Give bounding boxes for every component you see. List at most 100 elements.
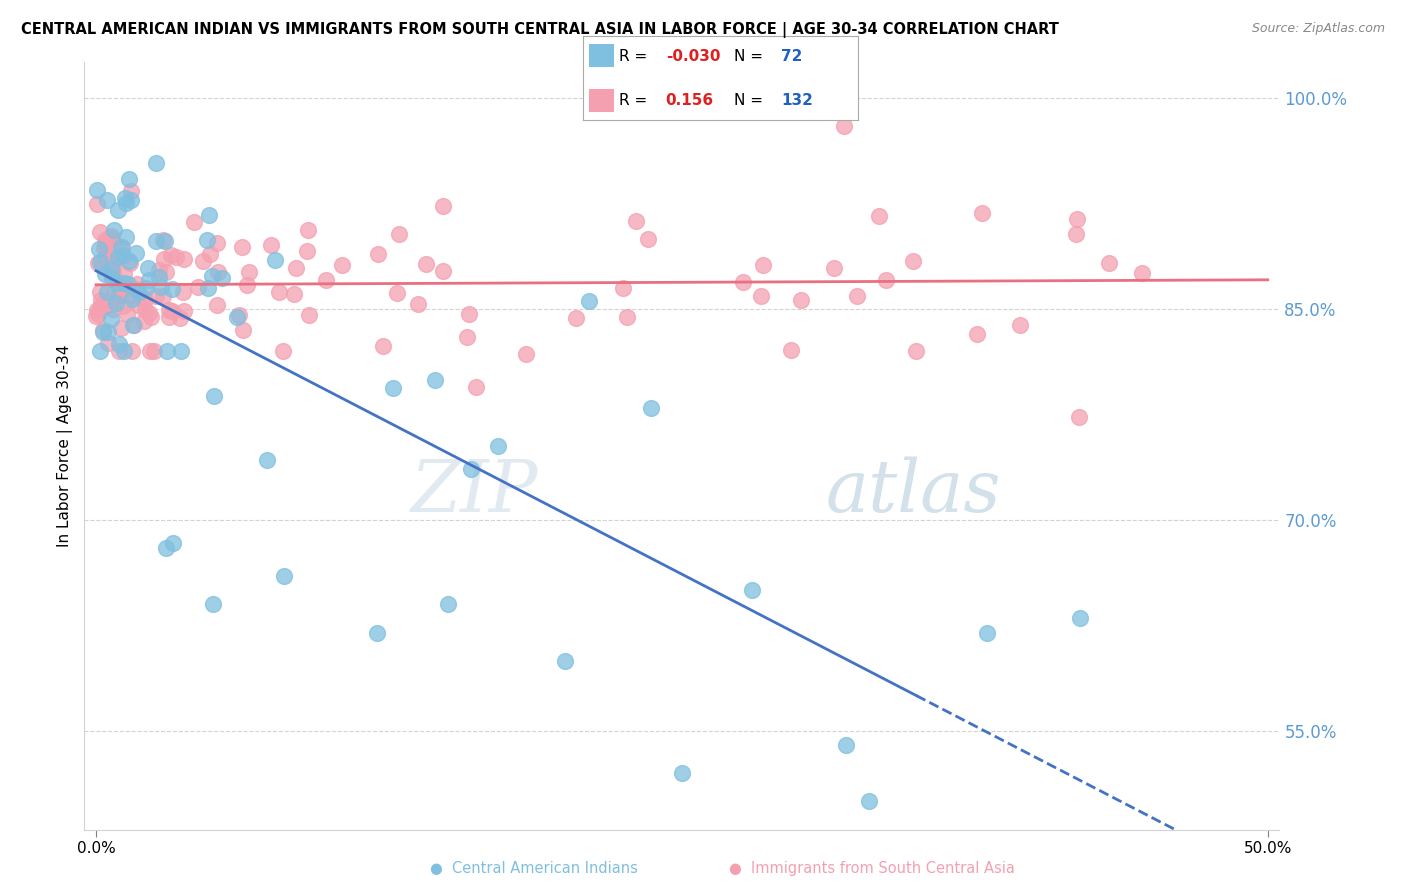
Point <box>91 325 114 339</box>
Point <box>515 347 537 361</box>
Point <box>107 250 129 264</box>
Point <box>297 223 319 237</box>
Point <box>875 273 897 287</box>
Point <box>131 292 153 306</box>
Point <box>232 323 254 337</box>
Point <box>94 299 117 313</box>
Point <box>406 296 429 310</box>
Text: 0.156: 0.156 <box>666 93 714 108</box>
Text: N =: N = <box>734 93 768 108</box>
Point <box>118 255 141 269</box>
Point <box>624 214 647 228</box>
Point <box>117 277 139 291</box>
Point <box>202 598 225 612</box>
Point <box>749 289 772 303</box>
Point <box>96 285 118 299</box>
Point <box>152 233 174 247</box>
Point <box>554 654 576 668</box>
Point <box>367 246 389 260</box>
Point <box>134 293 156 307</box>
Point <box>94 236 117 251</box>
Text: atlas: atlas <box>825 457 1001 527</box>
Point <box>124 282 146 296</box>
Text: -0.030: -0.030 <box>666 48 720 63</box>
Point <box>381 381 404 395</box>
Point <box>315 273 337 287</box>
Point <box>457 307 479 321</box>
Point <box>98 256 121 270</box>
Point <box>114 195 136 210</box>
Point <box>267 285 290 300</box>
Point <box>87 256 110 270</box>
Point <box>456 330 478 344</box>
Point <box>173 252 195 266</box>
Point <box>671 766 693 780</box>
Point <box>112 343 135 358</box>
Point <box>1064 227 1087 241</box>
Point <box>385 286 408 301</box>
Point <box>138 273 160 287</box>
Text: ZIP: ZIP <box>411 457 538 527</box>
Point <box>741 583 763 598</box>
Point <box>94 233 117 247</box>
Point <box>136 261 159 276</box>
Text: N =: N = <box>734 48 768 63</box>
Point <box>100 228 122 243</box>
Point <box>271 343 294 358</box>
Point <box>211 271 233 285</box>
Point <box>115 308 138 322</box>
Point <box>111 299 134 313</box>
Point <box>148 270 170 285</box>
Text: ●  Immigrants from South Central Asia: ● Immigrants from South Central Asia <box>728 861 1015 876</box>
Point <box>89 343 111 358</box>
Point <box>423 373 446 387</box>
Point <box>120 193 142 207</box>
Point <box>91 259 114 273</box>
Bar <box>589 44 613 68</box>
Point <box>89 293 111 307</box>
Point <box>101 232 124 246</box>
Point <box>115 230 138 244</box>
Point <box>432 263 454 277</box>
Text: CENTRAL AMERICAN INDIAN VS IMMIGRANTS FROM SOUTH CENTRAL ASIA IN LABOR FORCE | A: CENTRAL AMERICAN INDIAN VS IMMIGRANTS FR… <box>21 22 1059 38</box>
Point <box>110 289 132 303</box>
Point <box>139 343 162 358</box>
Point <box>1010 318 1032 332</box>
Point <box>103 236 125 251</box>
Point <box>132 314 155 328</box>
Point <box>104 283 127 297</box>
Point <box>111 240 134 254</box>
Point <box>97 326 120 340</box>
Point <box>105 251 128 265</box>
Point <box>145 156 167 170</box>
Point <box>415 257 437 271</box>
Point <box>117 254 139 268</box>
Point <box>868 209 890 223</box>
Point <box>903 254 925 268</box>
Point <box>112 277 135 291</box>
Point <box>121 293 143 307</box>
Point <box>94 267 117 281</box>
Point <box>172 285 194 300</box>
Text: Source: ZipAtlas.com: Source: ZipAtlas.com <box>1251 22 1385 36</box>
Point <box>138 306 160 320</box>
Point <box>153 235 176 249</box>
Point <box>143 343 166 358</box>
Text: 132: 132 <box>780 93 813 108</box>
Text: R =: R = <box>619 48 652 63</box>
Point <box>388 227 411 241</box>
Point <box>612 281 634 295</box>
Point <box>107 202 129 217</box>
Point <box>905 343 928 358</box>
Point <box>112 248 135 262</box>
Point <box>170 343 193 358</box>
Point <box>228 308 250 322</box>
Point <box>120 288 142 302</box>
Text: 72: 72 <box>780 48 803 63</box>
Point <box>780 343 803 357</box>
Point <box>112 284 135 298</box>
Point <box>110 321 132 335</box>
Point <box>101 271 124 285</box>
Point <box>93 250 115 264</box>
Point <box>432 199 454 213</box>
